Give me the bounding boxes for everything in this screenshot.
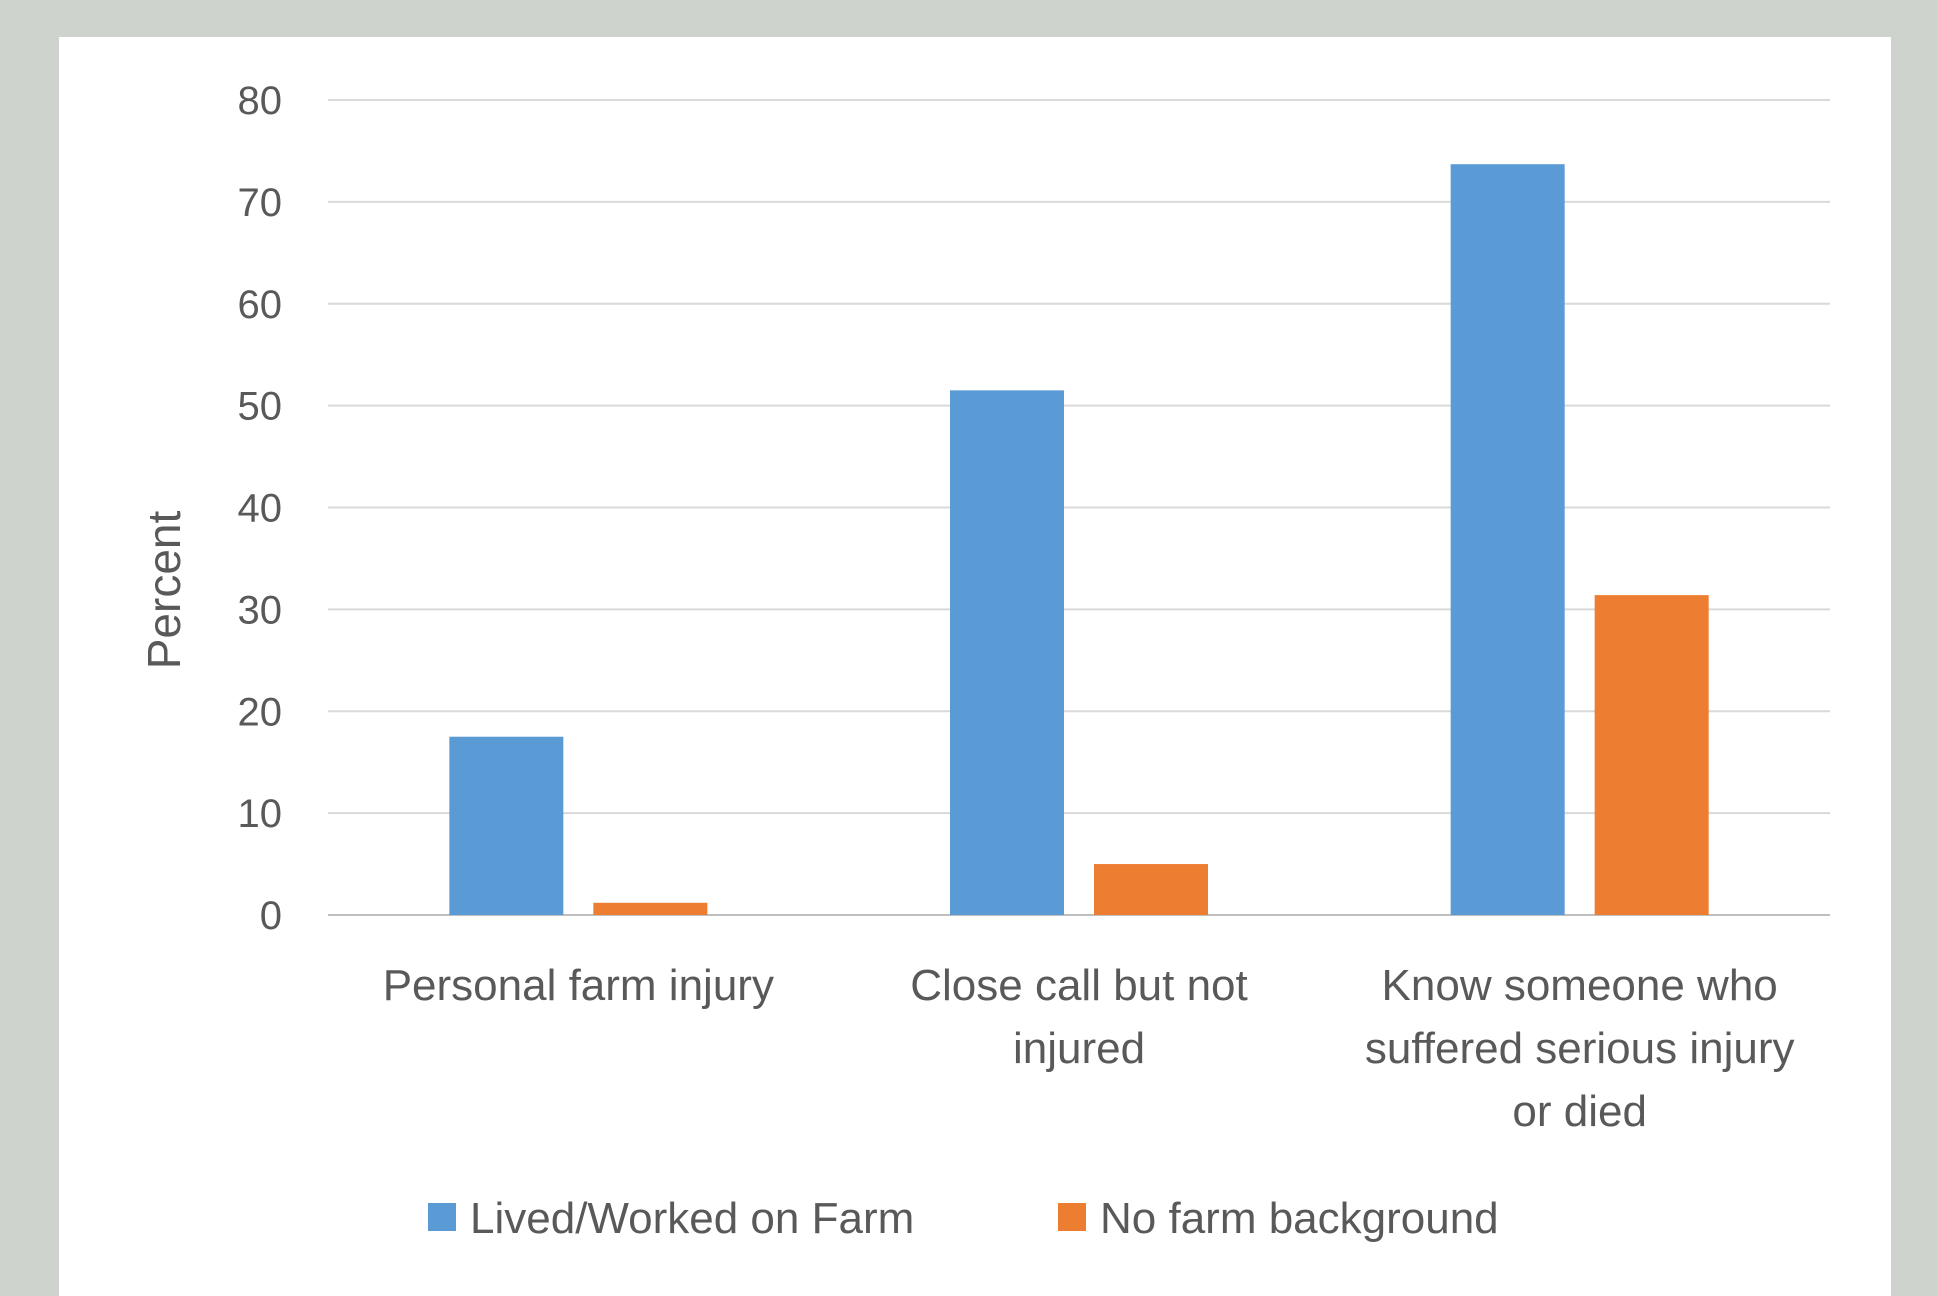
y-tick-label: 10 [238, 792, 283, 836]
x-category-label-line: suffered serious injury [1365, 1024, 1795, 1073]
bar-no-background [1094, 864, 1208, 915]
x-axis-category-labels: Personal farm injury Close call but not in… [383, 961, 1795, 1136]
x-category-label: Know someone who suffered serious injury o… [1365, 961, 1795, 1136]
legend-label: No farm background [1100, 1194, 1499, 1243]
y-tick-label: 0 [260, 894, 282, 938]
y-axis-tick-labels: 0 10 20 30 40 50 60 70 80 [238, 79, 283, 938]
x-category-label: Close call but not injured [910, 961, 1248, 1073]
x-category-label-line: Personal farm injury [383, 961, 774, 1010]
bar-lived-worked [449, 736, 564, 915]
bar-no-background [1594, 595, 1709, 915]
legend-swatch [1058, 1203, 1086, 1231]
bar-lived-worked [1450, 164, 1565, 915]
bars [449, 164, 1709, 915]
y-tick-label: 30 [238, 588, 283, 632]
y-tick-label: 40 [238, 487, 283, 531]
gridlines [328, 99, 1830, 916]
y-tick-label: 80 [238, 79, 283, 123]
y-axis-title: Percent [138, 511, 190, 670]
legend: Lived/Worked on Farm No farm background [428, 1194, 1499, 1243]
legend-label: Lived/Worked on Farm [470, 1194, 914, 1243]
y-tick-label: 20 [238, 690, 283, 734]
bar-no-background [593, 902, 708, 915]
x-category-label-line: Know someone who [1382, 961, 1778, 1010]
x-category-label-line: Close call but not [910, 961, 1248, 1010]
x-category-label: Personal farm injury [383, 961, 774, 1010]
legend-swatch [428, 1203, 456, 1231]
x-category-label-line: or died [1512, 1087, 1647, 1136]
bar-lived-worked [950, 390, 1064, 915]
y-tick-label: 70 [238, 181, 283, 225]
x-category-label-line: injured [1013, 1024, 1145, 1073]
y-tick-label: 50 [238, 385, 283, 429]
y-tick-label: 60 [238, 283, 283, 327]
